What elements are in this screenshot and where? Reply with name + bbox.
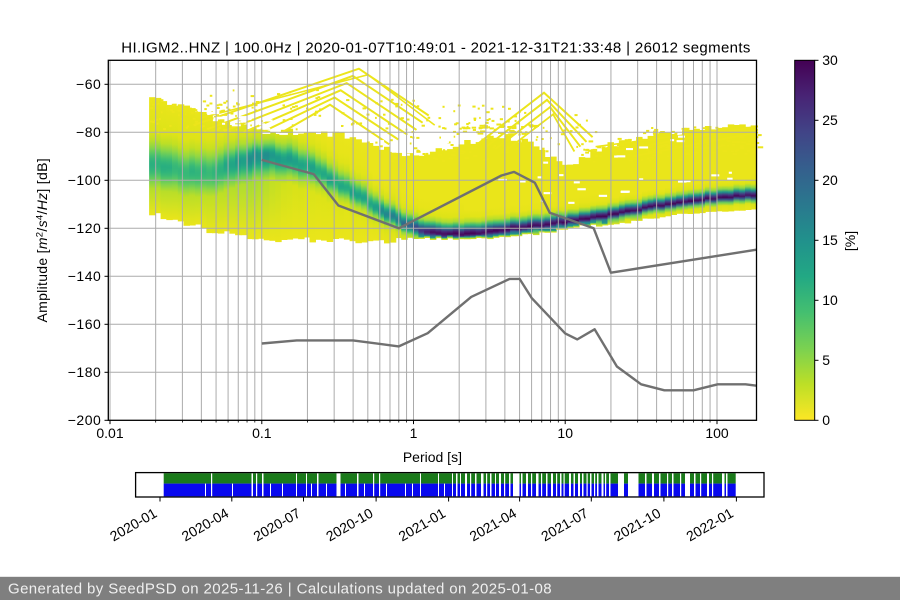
svg-text:−80: −80 [76, 124, 101, 140]
svg-text:Period [s]: Period [s] [403, 449, 462, 465]
svg-text:15: 15 [822, 232, 838, 248]
svg-text:−140: −140 [68, 268, 102, 284]
svg-text:5: 5 [822, 352, 830, 368]
svg-text:0.01: 0.01 [96, 425, 123, 441]
svg-text:−160: −160 [68, 316, 102, 332]
svg-text:−180: −180 [68, 364, 102, 380]
svg-text:−100: −100 [68, 172, 102, 188]
svg-text:Amplitude [m2/s4/Hz] [dB]: Amplitude [m2/s4/Hz] [dB] [34, 158, 50, 322]
svg-text:−200: −200 [68, 412, 102, 428]
svg-text:25: 25 [822, 112, 838, 128]
svg-text:−60: −60 [76, 76, 101, 92]
svg-text:30: 30 [822, 52, 838, 68]
svg-text:0.1: 0.1 [252, 425, 272, 441]
svg-text:−120: −120 [68, 220, 102, 236]
svg-text:[%]: [%] [842, 231, 858, 251]
svg-text:10: 10 [557, 425, 573, 441]
svg-text:0: 0 [822, 412, 830, 428]
svg-text:100: 100 [705, 425, 729, 441]
svg-text:Generated by SeedPSD on 2025-1: Generated by SeedPSD on 2025-11-26 | Cal… [8, 581, 552, 598]
svg-text:HI.IGM2..HNZ | 100.0Hz | 2020-: HI.IGM2..HNZ | 100.0Hz | 2020-01-07T10:4… [121, 40, 750, 57]
svg-text:1: 1 [410, 425, 418, 441]
svg-text:10: 10 [822, 292, 838, 308]
svg-text:20: 20 [822, 172, 838, 188]
